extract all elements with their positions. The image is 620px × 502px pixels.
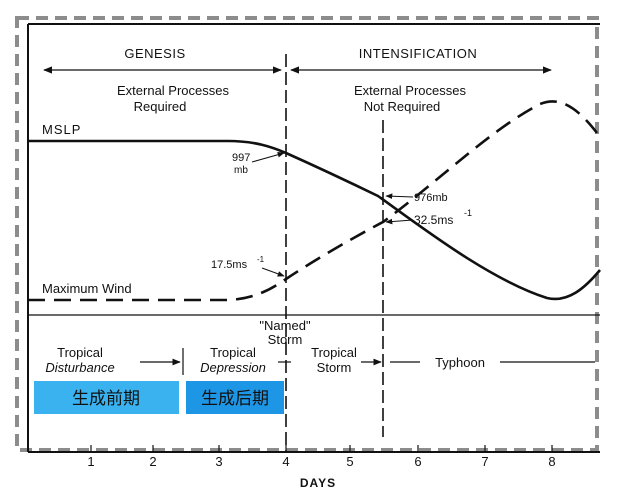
outer-dashed-frame bbox=[15, 16, 599, 452]
p997-value: 997 bbox=[232, 152, 250, 164]
max-wind-curve bbox=[28, 100, 602, 302]
disturbance-line1: Tropical bbox=[57, 345, 103, 360]
early-genesis-text: 生成前期 bbox=[72, 389, 140, 409]
named-storm-line2: Storm bbox=[268, 332, 303, 347]
p997-pointer bbox=[251, 152, 285, 163]
w32-exponent: -1 bbox=[464, 208, 472, 218]
tick-label-5: 5 bbox=[346, 454, 353, 469]
intensification-label: INTENSIFICATION bbox=[359, 46, 477, 61]
max-wind-label: Maximum Wind bbox=[42, 281, 132, 296]
disturbance-line2: Disturbance bbox=[45, 360, 114, 375]
x-axis-title: DAYS bbox=[300, 476, 336, 490]
tick-label-7: 7 bbox=[481, 454, 488, 469]
w32-pointer bbox=[385, 218, 414, 225]
tick-label-3: 3 bbox=[215, 454, 222, 469]
w17-pointer bbox=[261, 267, 285, 277]
mslp-curve bbox=[28, 139, 601, 301]
external-not-required-line1: External Processes bbox=[354, 83, 466, 98]
tick-label-1: 1 bbox=[87, 454, 94, 469]
tick-label-6: 6 bbox=[414, 454, 421, 469]
late-genesis-text: 生成后期 bbox=[201, 389, 269, 409]
late-genesis-box bbox=[186, 381, 284, 414]
typhoon-label: Typhoon bbox=[435, 355, 485, 370]
depression-line2: Depression bbox=[200, 360, 266, 375]
tick-label-2: 2 bbox=[149, 454, 156, 469]
x-axis-ticks bbox=[90, 445, 553, 452]
mslp-label: MSLP bbox=[42, 122, 81, 137]
external-required-line2: Required bbox=[134, 99, 187, 114]
genesis-label: GENESIS bbox=[124, 46, 185, 61]
named-storm-line1: "Named" bbox=[259, 318, 311, 333]
p976-pointer bbox=[385, 193, 414, 200]
w17-exponent: -1 bbox=[257, 255, 265, 264]
external-not-required-line2: Not Required bbox=[364, 99, 441, 114]
storm-line1: Tropical bbox=[311, 345, 357, 360]
p997-unit: mb bbox=[234, 165, 248, 176]
depression-line1: Tropical bbox=[210, 345, 256, 360]
tick-label-4: 4 bbox=[282, 454, 289, 469]
w17-value: 17.5ms bbox=[211, 259, 248, 271]
p976-value: 976mb bbox=[414, 192, 448, 204]
external-required-line1: External Processes bbox=[117, 83, 229, 98]
tick-label-8: 8 bbox=[548, 454, 555, 469]
chart-box bbox=[27, 23, 600, 453]
w32-value: 32.5ms bbox=[414, 213, 453, 227]
storm-line2: Storm bbox=[317, 360, 352, 375]
early-genesis-box bbox=[34, 381, 179, 414]
